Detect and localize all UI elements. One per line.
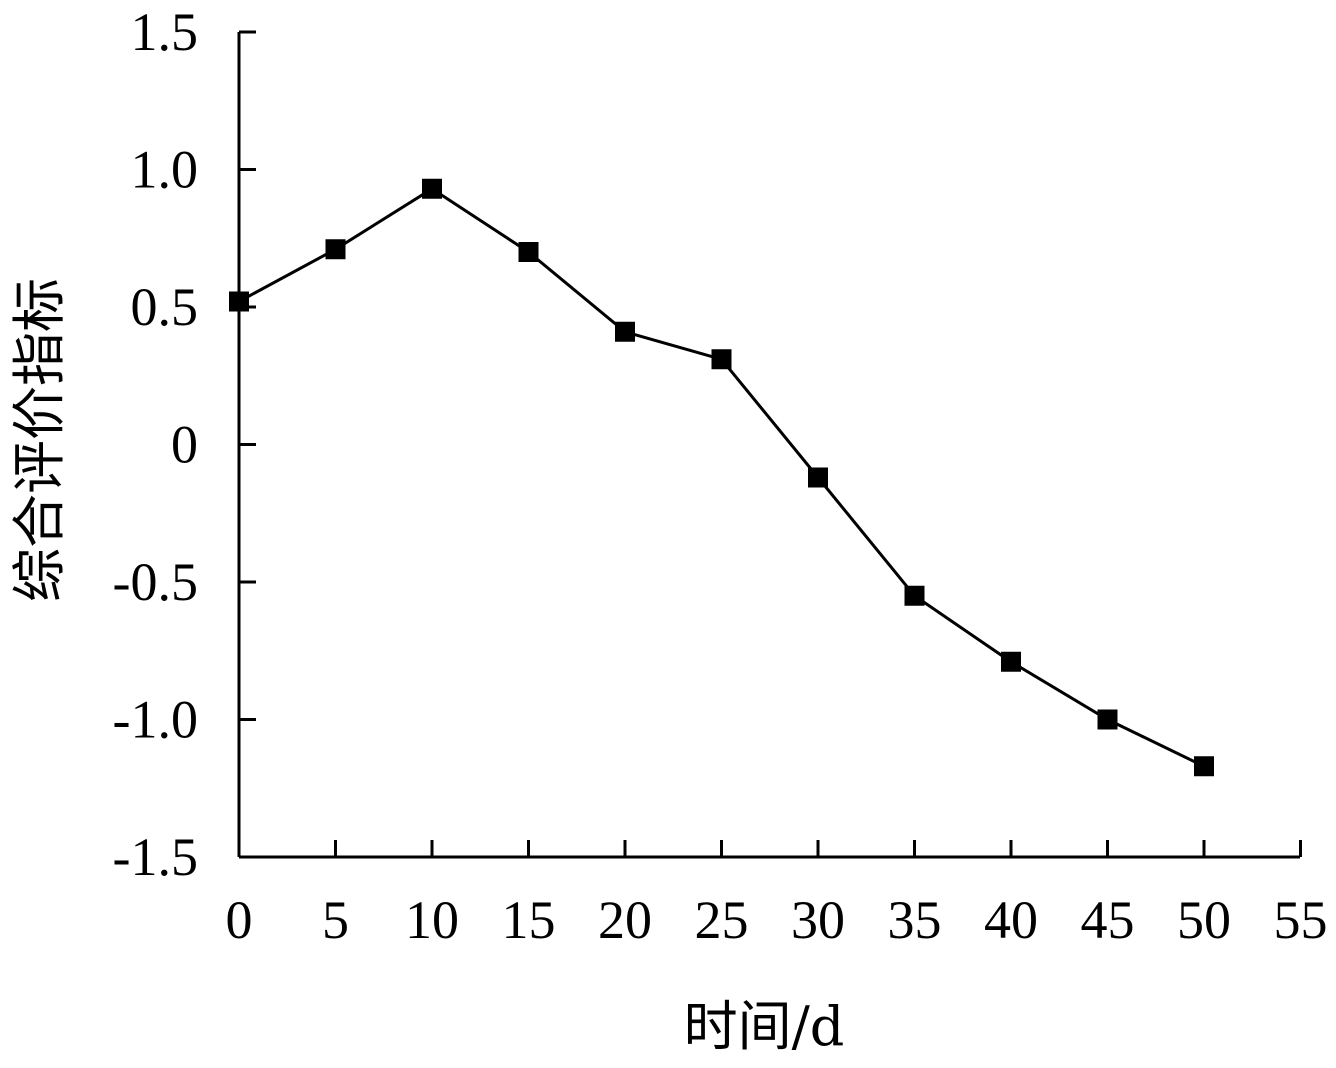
- x-tick-label: 25: [695, 890, 749, 950]
- x-tick-label: 40: [984, 890, 1038, 950]
- x-tick-label: 55: [1274, 890, 1328, 950]
- x-tick-label: 5: [322, 890, 349, 950]
- data-point-marker: [1194, 756, 1214, 777]
- series-line: [238, 187, 1205, 768]
- y-tick-label: 1.5: [131, 2, 199, 62]
- data-point-marker: [1097, 709, 1118, 730]
- y-tick-label: -1.0: [113, 690, 198, 750]
- data-point-marker: [518, 242, 539, 262]
- y-tick-label: 0.5: [131, 277, 199, 337]
- x-tick-label: 35: [888, 890, 942, 950]
- y-tick-label: 1.0: [131, 140, 199, 200]
- y-axis-title: 综合评价指标: [8, 278, 71, 602]
- data-point-marker: [422, 178, 442, 199]
- x-tick-label: 20: [598, 890, 652, 950]
- x-tick-label: 45: [1081, 890, 1135, 950]
- data-point-marker: [325, 239, 346, 260]
- data-point-marker: [229, 291, 249, 312]
- y-tick-label: 0: [171, 415, 198, 475]
- x-axis-title: 时间/d: [684, 995, 845, 1058]
- x-ticks: 0 5 10 15 20 25 30 35 40 45 50 55: [226, 840, 1328, 950]
- x-tick-label: 10: [405, 890, 459, 950]
- x-tick-label: 30: [791, 890, 845, 950]
- x-tick-label: 50: [1177, 890, 1231, 950]
- x-tick-label: 0: [226, 890, 253, 950]
- data-point-marker: [615, 321, 635, 342]
- data-point-marker: [808, 467, 828, 488]
- data-point-marker: [904, 585, 925, 606]
- data-point-marker: [1001, 651, 1021, 672]
- x-tick-label: 15: [502, 890, 556, 950]
- data-point-marker: [711, 349, 732, 370]
- y-ticks: 1.5 1.0 0.5 0 -0.5 -1.0 -1.5: [113, 2, 256, 887]
- y-tick-label: -0.5: [113, 552, 198, 612]
- y-tick-label: -1.5: [113, 827, 198, 887]
- axes: [237, 32, 1300, 859]
- series-layer: [229, 178, 1214, 777]
